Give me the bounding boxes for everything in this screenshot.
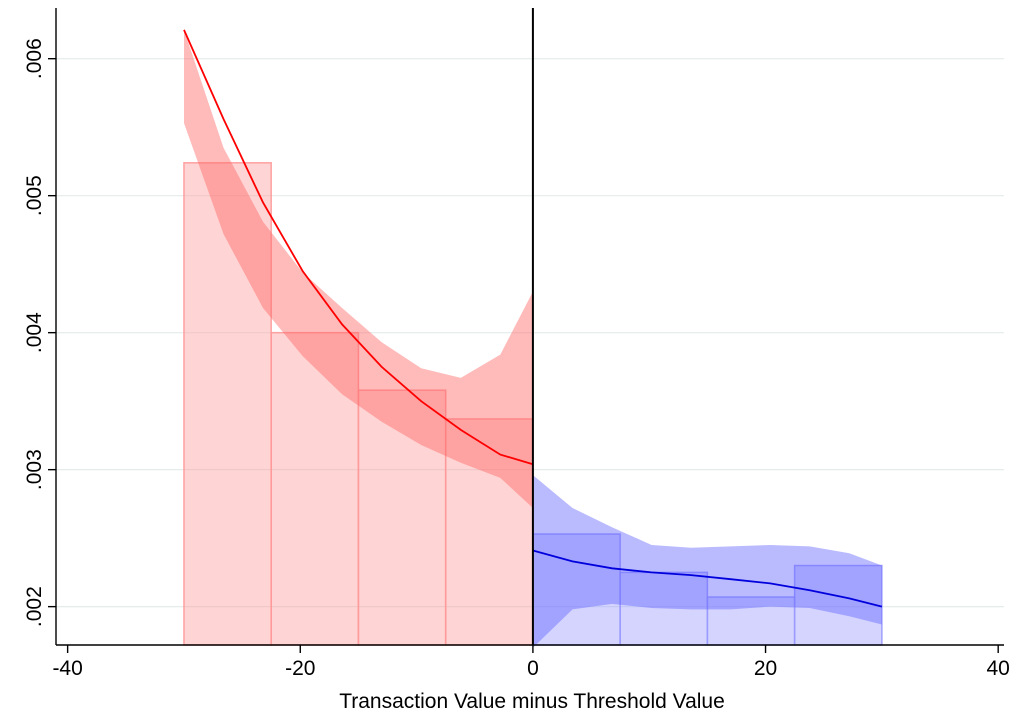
tick-labels: -40 -20 0 20 40 .002 .003 .004 .005 .006 <box>23 38 1010 680</box>
x-tick-label: 40 <box>987 657 1010 680</box>
fitted-lines <box>183 29 883 608</box>
y-tick-label: .002 <box>23 586 46 627</box>
confidence-bands <box>184 29 882 648</box>
left-fitted-line <box>183 29 534 466</box>
gridlines <box>56 58 1004 608</box>
left-histogram-bar <box>444 418 534 646</box>
histogram-bars <box>183 162 883 646</box>
right-histogram-bar <box>532 533 621 646</box>
y-tick-label: .003 <box>23 449 46 490</box>
y-tick-label: .004 <box>23 312 46 353</box>
y-tick-label: .005 <box>23 175 46 216</box>
left-confidence-band <box>184 29 533 509</box>
x-axis-title: Transaction Value minus Threshold Value <box>339 690 725 713</box>
right-confidence-band <box>532 475 882 648</box>
x-tick-label: 0 <box>527 657 539 680</box>
x-tick-label: -20 <box>285 657 315 680</box>
y-tick-label: .006 <box>23 38 46 79</box>
x-tick-label: 20 <box>754 657 777 680</box>
right-histogram-bar <box>793 564 883 646</box>
right-fitted-line <box>532 549 883 608</box>
x-tick-label: -40 <box>52 657 82 680</box>
axes <box>48 8 1004 653</box>
left-histogram-bar <box>183 162 272 646</box>
right-histogram-bar <box>706 596 796 646</box>
left-histogram-bar <box>357 389 447 646</box>
